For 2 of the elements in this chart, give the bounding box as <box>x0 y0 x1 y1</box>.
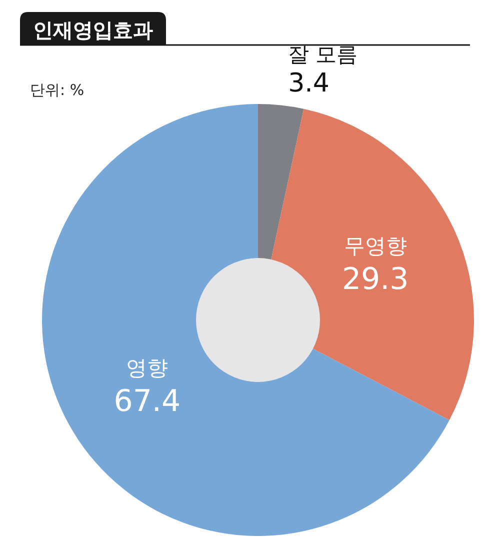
chart-title: 인재영입효과 <box>33 18 153 42</box>
text: 단위: % <box>30 81 84 99</box>
